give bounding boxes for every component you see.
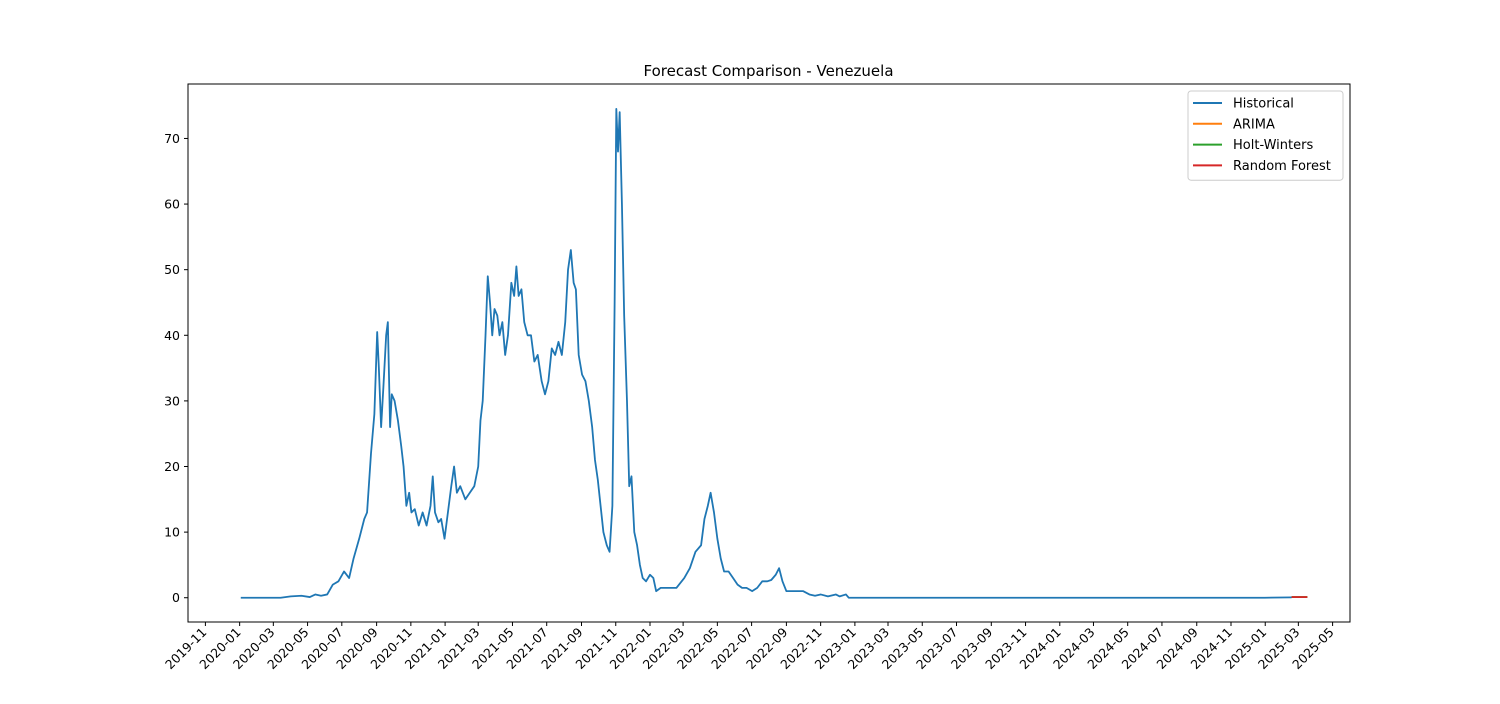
chart-title: Forecast Comparison - Venezuela — [643, 62, 893, 80]
legend: Historical ARIMA Holt-Winters Random Forest — [1187, 90, 1344, 181]
legend-box — [1187, 90, 1344, 181]
y-tick-label: 70 — [164, 131, 180, 146]
y-axis: 0 10 20 30 40 50 60 70 — [164, 131, 188, 605]
axes-frame — [187, 83, 1351, 623]
x-axis: 2019-112020-012020-032020-052020-072020-… — [162, 622, 1337, 672]
y-tick-label: 60 — [164, 197, 180, 212]
legend-label-random-forest: Random Forest — [1233, 159, 1331, 174]
plot-area — [240, 108, 1308, 599]
legend-label-holt-winters: Holt-Winters — [1233, 138, 1313, 153]
y-tick-label: 40 — [164, 328, 180, 343]
y-tick-label: 20 — [164, 459, 180, 474]
y-tick-label: 0 — [172, 590, 180, 605]
legend-label-historical: Historical — [1233, 97, 1294, 112]
y-tick-label: 50 — [164, 262, 180, 277]
series-line-historical — [240, 108, 1292, 599]
y-tick-label: 10 — [164, 525, 180, 540]
y-tick-label: 30 — [164, 393, 180, 408]
legend-label-arima: ARIMA — [1233, 117, 1275, 132]
